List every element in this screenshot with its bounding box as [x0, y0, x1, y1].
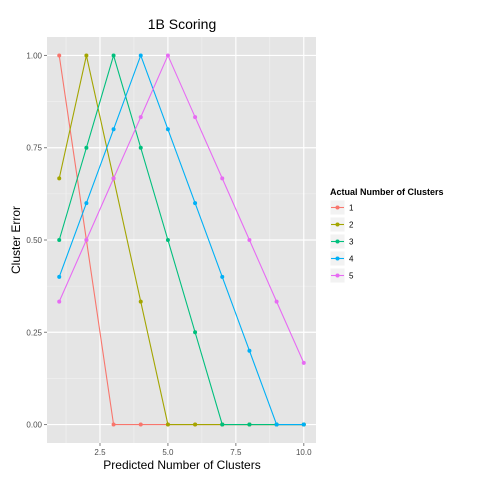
legend-key-point	[335, 256, 340, 261]
x-tick-label: 7.5	[230, 448, 242, 457]
data-point	[274, 299, 279, 304]
data-point	[84, 238, 89, 242]
series-4	[57, 53, 306, 427]
y-tick-label: 0.25	[26, 328, 42, 337]
data-point	[165, 422, 170, 427]
data-point	[84, 53, 89, 58]
data-point	[57, 299, 62, 304]
series-line	[58, 53, 304, 426]
legend: Actual Number of Clusters 1 2 3 4 5	[329, 187, 444, 284]
data-point	[165, 53, 170, 58]
data-point	[138, 53, 143, 58]
legend-label: 2	[349, 221, 354, 230]
data-point	[111, 176, 116, 181]
data-point	[193, 115, 198, 120]
data-point	[220, 274, 225, 279]
y-tick-label: 0.75	[26, 144, 42, 153]
legend-key-point	[335, 273, 340, 278]
data-point	[57, 176, 62, 181]
legend-label: 1	[349, 204, 354, 213]
legend-label: 5	[349, 272, 354, 281]
data-point	[57, 274, 62, 279]
legend-item-1: 1	[329, 199, 354, 216]
x-axis: 2.5 5.0 7.5 10.0	[94, 443, 312, 457]
chart-title: 1B Scoring	[148, 16, 216, 32]
legend-item-3: 3	[329, 233, 354, 250]
data-point	[220, 422, 225, 427]
y-axis: 0.00 0.25 0.50 0.75 1.00	[26, 51, 47, 430]
series-5	[57, 53, 306, 365]
data-point	[57, 238, 62, 242]
legend-item-4: 4	[329, 250, 354, 267]
legend-item-2: 2	[329, 216, 354, 233]
data-point	[247, 348, 252, 353]
x-axis-title: Predicted Number of Clusters	[103, 458, 260, 472]
x-tick-label: 10.0	[296, 448, 312, 457]
series-line	[58, 53, 304, 426]
data-point	[138, 115, 143, 120]
data-point	[111, 422, 116, 427]
y-axis-title: Cluster Error	[9, 206, 23, 274]
data-point	[138, 422, 143, 427]
data-point	[138, 145, 143, 150]
data-point	[274, 422, 279, 427]
legend-title: Actual Number of Clusters	[330, 187, 444, 197]
data-point	[220, 176, 225, 181]
legend-item-5: 5	[329, 267, 354, 284]
data-point	[247, 422, 252, 427]
data-point	[111, 127, 116, 132]
data-point	[301, 360, 306, 365]
data-point	[84, 145, 89, 150]
legend-key-point	[335, 205, 340, 210]
legend-key-point	[335, 222, 340, 227]
data-point	[57, 53, 62, 58]
y-tick-label: 0.50	[26, 236, 42, 245]
y-tick-label: 1.00	[26, 51, 42, 60]
data-point	[301, 422, 306, 427]
data-point	[84, 201, 89, 206]
data-point	[138, 299, 143, 304]
data-point	[193, 422, 198, 427]
series-line	[58, 54, 305, 364]
legend-key-point	[335, 239, 340, 244]
data-point	[165, 127, 170, 132]
data-point	[111, 53, 116, 58]
data-point	[193, 201, 198, 206]
legend-label: 3	[349, 238, 354, 247]
series-layer	[57, 53, 306, 427]
x-tick-label: 5.0	[162, 448, 174, 457]
legend-label: 4	[349, 255, 354, 264]
y-tick-label: 0.00	[26, 421, 42, 430]
data-point	[193, 330, 198, 335]
x-tick-label: 2.5	[94, 448, 106, 457]
data-point	[165, 238, 170, 242]
data-point	[247, 238, 252, 242]
